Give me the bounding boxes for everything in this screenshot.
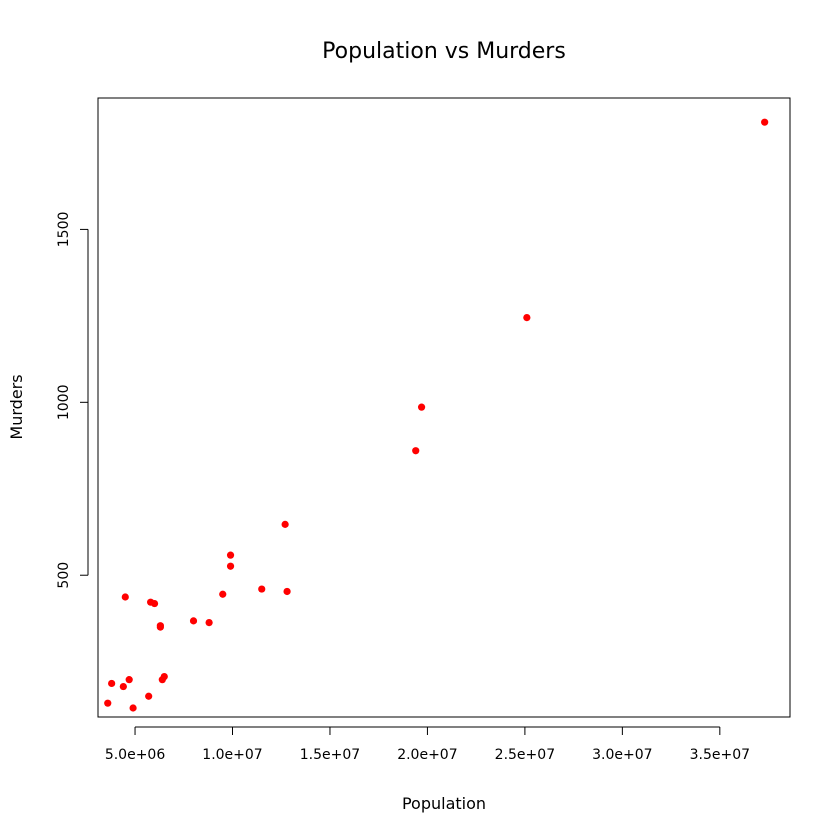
data-point — [226, 551, 235, 559]
data-point — [156, 623, 164, 631]
data-point — [226, 562, 235, 570]
x-tick-label: 2.0e+07 — [397, 747, 457, 763]
data-point — [125, 676, 133, 684]
data-point — [108, 679, 116, 688]
y-tick-label: 1500 — [56, 212, 72, 248]
data-point — [129, 704, 137, 712]
x-axis: 5.0e+06 1.0e+07 1.5e+07 2.0e+07 2.5e+07 3.0e+… — [105, 726, 750, 763]
x-tick-label: 5.0e+06 — [105, 747, 166, 763]
y-axis-label: Murders — [7, 374, 26, 439]
data-point — [205, 618, 213, 627]
chart-title: Population vs Murders — [322, 39, 566, 64]
data-point — [219, 590, 227, 598]
x-tick-label: 1.5e+07 — [300, 747, 360, 763]
data-point — [417, 403, 426, 411]
x-tick-label: 2.5e+07 — [495, 747, 555, 763]
y-axis: 500 1000 1500 — [56, 212, 89, 589]
data-point — [258, 585, 266, 593]
plot-area-border — [97, 97, 791, 718]
data-point — [119, 682, 127, 691]
y-tick-label: 1000 — [56, 384, 72, 420]
x-axis-label: Population — [402, 794, 486, 813]
data-point — [145, 692, 153, 700]
data-point — [189, 617, 198, 625]
data-point — [147, 598, 155, 606]
data-points — [104, 118, 769, 712]
x-tick-label: 3.0e+07 — [592, 747, 652, 763]
x-tick-label: 3.5e+07 — [690, 747, 750, 763]
data-point — [121, 593, 129, 601]
data-point — [761, 118, 769, 126]
data-point — [158, 676, 166, 684]
data-point — [283, 587, 291, 596]
data-point — [104, 699, 112, 707]
y-tick-label: 500 — [56, 562, 72, 589]
data-point — [412, 447, 420, 455]
data-point — [281, 520, 289, 528]
x-tick-label: 1.0e+07 — [202, 747, 262, 763]
data-point — [523, 313, 531, 322]
